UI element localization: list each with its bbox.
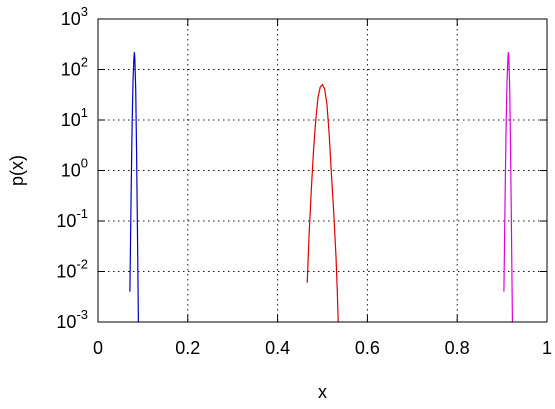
- y-tick-exponent: 3: [81, 4, 88, 19]
- x-tick-label: 0.2: [175, 338, 200, 358]
- y-axis-label: p(x): [7, 155, 27, 186]
- y-tick-base: 10: [61, 60, 81, 80]
- y-tick-exponent: 1: [81, 105, 88, 120]
- x-tick-label: 0: [93, 338, 103, 358]
- y-tick-exponent: -1: [76, 206, 88, 221]
- y-tick-label: 100: [61, 156, 88, 181]
- y-tick-base: 10: [61, 161, 81, 181]
- y-tick-label: 10-3: [56, 307, 88, 332]
- series-line-2: [306, 83, 339, 323]
- y-tick-label: 101: [61, 105, 88, 130]
- x-axis-label: x: [318, 382, 327, 402]
- series-line-3: [503, 52, 514, 323]
- y-tick-label: 10-1: [56, 206, 88, 231]
- plot-frame: [97, 18, 548, 323]
- grid-layer: [98, 19, 547, 322]
- y-tick-exponent: -3: [76, 307, 88, 322]
- series-layer: [129, 52, 514, 323]
- y-tick-exponent: 0: [81, 156, 88, 171]
- x-tick-label: 0.6: [355, 338, 380, 358]
- series-line-1: [129, 52, 140, 323]
- x-tick-label: 1: [542, 338, 552, 358]
- y-tick-base: 10: [56, 312, 76, 332]
- tick-layer: [97, 18, 548, 323]
- y-tick-label: 103: [61, 4, 88, 29]
- y-tick-base: 10: [61, 110, 81, 130]
- y-tick-exponent: -2: [76, 257, 88, 272]
- y-tick-base: 10: [56, 211, 76, 231]
- y-tick-base: 10: [56, 262, 76, 282]
- x-tick-label: 0.4: [265, 338, 290, 358]
- y-tick-label: 102: [61, 55, 88, 80]
- y-tick-exponent: 2: [81, 55, 88, 70]
- y-tick-base: 10: [61, 9, 81, 29]
- y-tick-label: 10-2: [56, 257, 88, 282]
- x-tick-label: 0.8: [445, 338, 470, 358]
